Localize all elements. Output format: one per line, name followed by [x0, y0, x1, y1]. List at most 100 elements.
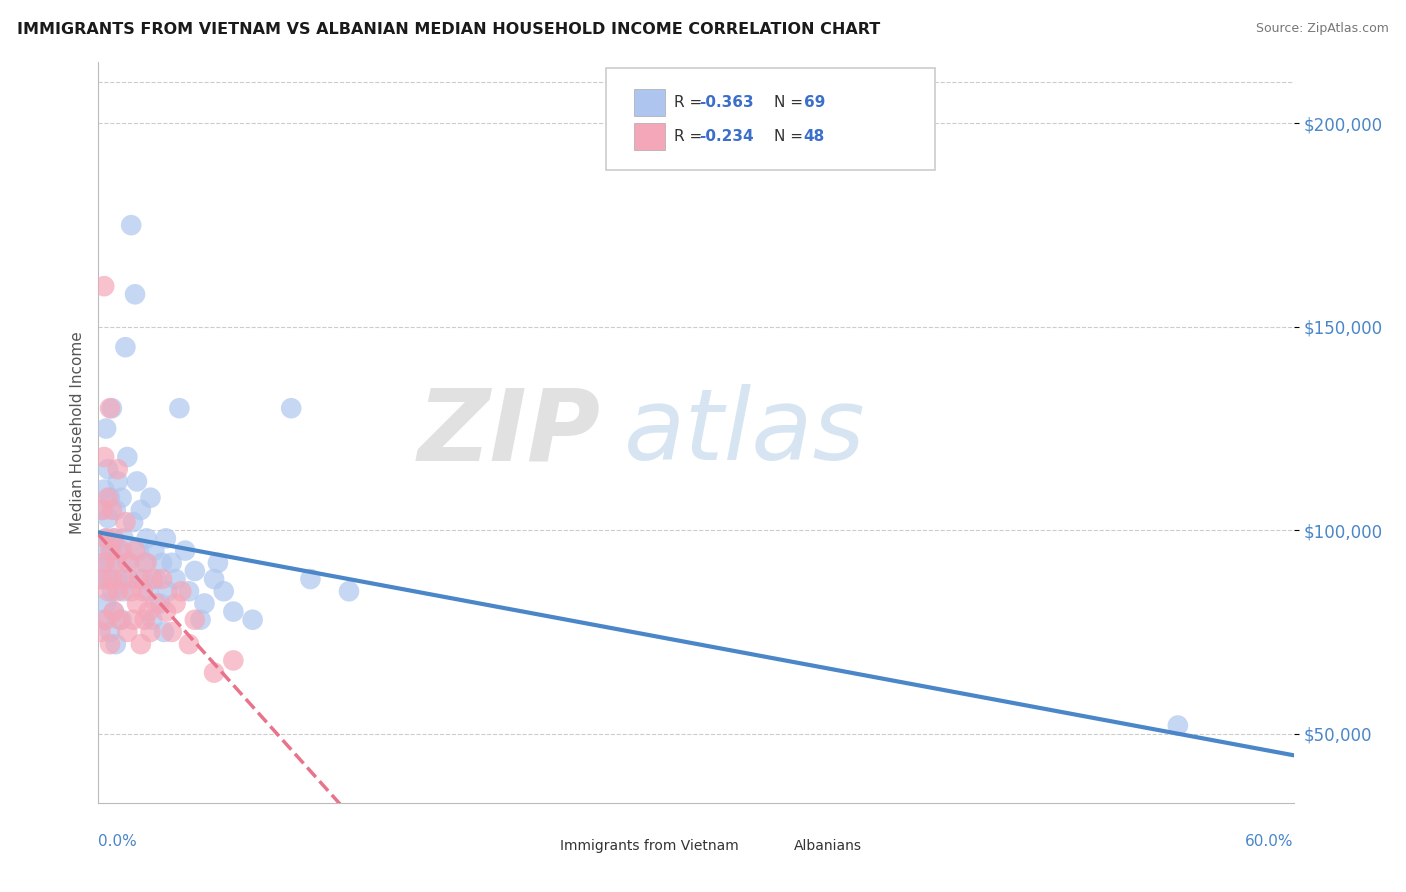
Point	[107, 462, 129, 476]
Point	[124, 287, 146, 301]
Point	[177, 584, 200, 599]
Point	[122, 613, 145, 627]
FancyBboxPatch shape	[606, 68, 935, 169]
Point	[101, 584, 124, 599]
Point	[145, 572, 167, 586]
Point	[101, 503, 124, 517]
Point	[207, 556, 229, 570]
Y-axis label: Median Household Income: Median Household Income	[69, 331, 84, 534]
Point	[155, 605, 177, 619]
Text: 48: 48	[804, 129, 825, 144]
Point	[184, 564, 207, 578]
Point	[135, 556, 157, 570]
Text: R =: R =	[675, 95, 707, 110]
Text: Source: ZipAtlas.com: Source: ZipAtlas.com	[1256, 22, 1389, 36]
Point	[174, 543, 197, 558]
Point	[132, 572, 155, 586]
Point	[93, 483, 115, 497]
Text: IMMIGRANTS FROM VIETNAM VS ALBANIAN MEDIAN HOUSEHOLD INCOME CORRELATION CHART: IMMIGRANTS FROM VIETNAM VS ALBANIAN MEDI…	[17, 22, 880, 37]
Point	[107, 584, 129, 599]
Point	[138, 605, 160, 619]
Point	[97, 584, 120, 599]
Point	[98, 491, 121, 505]
Point	[101, 572, 124, 586]
Point	[94, 613, 117, 627]
Point	[120, 584, 142, 599]
Point	[150, 556, 173, 570]
Point	[91, 543, 114, 558]
Point	[118, 556, 141, 570]
Text: Albanians: Albanians	[794, 838, 862, 853]
Point	[120, 218, 142, 232]
Text: 69: 69	[804, 95, 825, 110]
Point	[108, 613, 131, 627]
Point	[128, 543, 150, 558]
Text: N =: N =	[773, 129, 807, 144]
Point	[169, 401, 191, 416]
Point	[110, 543, 132, 558]
Point	[129, 637, 152, 651]
Point	[101, 401, 124, 416]
Point	[125, 475, 148, 489]
Point	[93, 556, 115, 570]
Point	[93, 450, 115, 464]
Text: -0.363: -0.363	[700, 95, 754, 110]
Point	[97, 491, 120, 505]
Point	[93, 556, 115, 570]
Point	[107, 572, 129, 586]
Point	[280, 401, 302, 416]
Point	[94, 532, 117, 546]
Point	[104, 637, 127, 651]
FancyBboxPatch shape	[754, 836, 785, 856]
Point	[94, 597, 117, 611]
Point	[103, 532, 125, 546]
Point	[149, 597, 172, 611]
Point	[193, 597, 215, 611]
Point	[190, 613, 212, 627]
Point	[153, 624, 176, 639]
Point	[110, 613, 132, 627]
Point	[141, 572, 163, 586]
Point	[103, 605, 125, 619]
Point	[129, 503, 152, 517]
Point	[91, 503, 114, 517]
Point	[165, 597, 187, 611]
Point	[91, 572, 114, 586]
Point	[150, 572, 173, 586]
Point	[94, 421, 117, 435]
Point	[117, 556, 139, 570]
Point	[98, 543, 121, 558]
Point	[104, 503, 127, 517]
Point	[103, 605, 125, 619]
Text: atlas: atlas	[624, 384, 866, 481]
Point	[242, 613, 264, 627]
Point	[103, 532, 125, 546]
Point	[94, 532, 117, 546]
Point	[93, 613, 115, 627]
Point	[110, 491, 132, 505]
Point	[101, 543, 124, 558]
Point	[170, 584, 193, 599]
Point	[165, 572, 187, 586]
Point	[98, 556, 121, 570]
Point	[177, 637, 200, 651]
Point	[98, 624, 121, 639]
Point	[117, 450, 139, 464]
Text: Immigrants from Vietnam: Immigrants from Vietnam	[560, 838, 738, 853]
FancyBboxPatch shape	[634, 89, 665, 116]
Text: N =: N =	[773, 95, 807, 110]
Point	[141, 613, 163, 627]
Point	[124, 543, 146, 558]
Point	[93, 279, 115, 293]
Point	[128, 572, 150, 586]
Point	[108, 543, 131, 558]
Point	[299, 572, 322, 586]
Text: ZIP: ZIP	[418, 384, 600, 481]
Point	[222, 605, 245, 619]
Point	[97, 572, 120, 586]
Point	[139, 624, 162, 639]
Point	[184, 613, 207, 627]
Point	[97, 511, 120, 525]
Point	[135, 532, 157, 546]
Point	[132, 584, 155, 599]
